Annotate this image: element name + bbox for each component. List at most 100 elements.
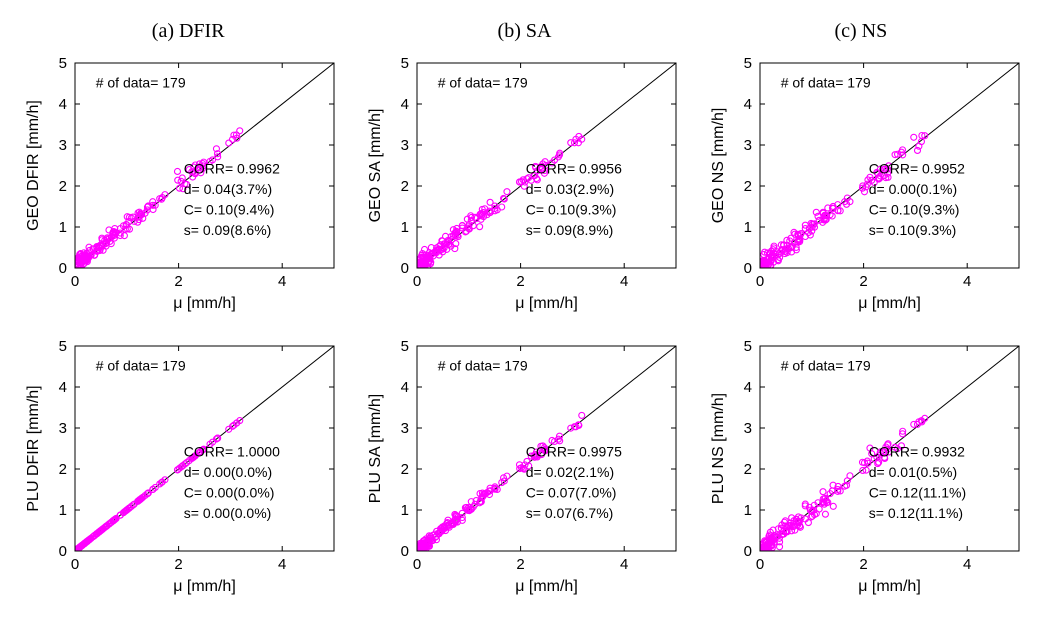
- panel-plu_sa: 024012345# of data= 179CORR= 0.9975d= 0.…: [362, 336, 686, 601]
- svg-text:3: 3: [401, 420, 409, 437]
- svg-text:0: 0: [71, 556, 79, 573]
- y-axis-label: PLU SA [mm/h]: [367, 394, 384, 503]
- svg-text:CORR= 0.9952: CORR= 0.9952: [868, 161, 964, 177]
- ndata-label: # of data= 179: [438, 75, 528, 91]
- svg-text:0: 0: [59, 543, 67, 560]
- svg-text:C= 0.12(11.1%): C= 0.12(11.1%): [868, 485, 965, 501]
- x-axis-label: μ [mm/h]: [516, 578, 579, 595]
- svg-text:C= 0.10(9.3%): C= 0.10(9.3%): [526, 202, 617, 218]
- svg-text:d= 0.04(3.7%): d= 0.04(3.7%): [184, 181, 272, 197]
- figure-root: (a) DFIR (b) SA (c) NS 0 2 4 0 1 2 3 4 5 # of dat…: [20, 20, 1029, 601]
- svg-text:CORR= 0.9975: CORR= 0.9975: [526, 444, 622, 460]
- panel-grid: 0 2 4 0 1 2 3 4 5 # of data= 179 CORR= 0.9962 d= 0.…: [20, 53, 1029, 601]
- svg-text:CORR= 1.0000: CORR= 1.0000: [184, 444, 280, 460]
- svg-text:4: 4: [59, 379, 67, 396]
- svg-text:CORR= 0.9962: CORR= 0.9962: [184, 161, 280, 177]
- x-axis-label: μ [mm/h]: [173, 295, 236, 312]
- svg-text:d= 0.00(0.0%): d= 0.00(0.0%): [184, 464, 272, 480]
- panel-svg: 024012345# of data= 179CORR= 1.0000d= 0.…: [20, 336, 344, 601]
- svg-text:0: 0: [755, 556, 763, 573]
- svg-text:0: 0: [743, 543, 751, 560]
- x-axis-label: μ [mm/h]: [173, 578, 236, 595]
- svg-text:d= 0.01(0.5%): d= 0.01(0.5%): [868, 464, 956, 480]
- svg-text:1: 1: [743, 502, 751, 519]
- column-titles-row: (a) DFIR (b) SA (c) NS: [20, 20, 1029, 43]
- panel-svg: 024012345# of data= 179CORR= 0.9962d= 0.…: [20, 53, 344, 318]
- svg-text:s= 0.09(8.9%): s= 0.09(8.9%): [526, 222, 614, 238]
- panel-geo_sa: 024012345# of data= 179CORR= 0.9956d= 0.…: [362, 53, 686, 318]
- svg-text:2: 2: [517, 556, 525, 573]
- panel-plu_ns: 024012345# of data= 179CORR= 0.9932d= 0.…: [705, 336, 1029, 601]
- svg-text:C= 0.10(9.4%): C= 0.10(9.4%): [184, 202, 275, 218]
- svg-text:5: 5: [401, 55, 409, 72]
- svg-text:CORR= 0.9956: CORR= 0.9956: [526, 161, 622, 177]
- svg-text:5: 5: [743, 55, 751, 72]
- svg-text:1: 1: [401, 219, 409, 236]
- svg-text:1: 1: [743, 219, 751, 236]
- y-axis-label: GEO SA [mm/h]: [367, 109, 384, 223]
- svg-text:5: 5: [743, 338, 751, 355]
- svg-text:5: 5: [59, 338, 67, 355]
- svg-text:3: 3: [59, 420, 67, 437]
- svg-text:2: 2: [401, 178, 409, 195]
- svg-text:4: 4: [963, 273, 971, 290]
- svg-text:CORR= 0.9932: CORR= 0.9932: [868, 444, 964, 460]
- svg-text:d= 0.02(2.1%): d= 0.02(2.1%): [526, 464, 614, 480]
- ndata-label: # of data= 179: [96, 75, 186, 91]
- svg-text:3: 3: [743, 420, 751, 437]
- svg-text:d= 0.03(2.9%): d= 0.03(2.9%): [526, 181, 614, 197]
- ndata-label: # of data= 179: [780, 358, 870, 374]
- svg-text:2: 2: [743, 461, 751, 478]
- svg-text:0: 0: [59, 260, 67, 277]
- svg-text:2: 2: [59, 178, 67, 195]
- svg-text:5: 5: [401, 338, 409, 355]
- svg-text:0: 0: [743, 260, 751, 277]
- svg-text:1: 1: [59, 219, 67, 236]
- svg-text:C= 0.10(9.3%): C= 0.10(9.3%): [868, 202, 959, 218]
- svg-text:C= 0.07(7.0%): C= 0.07(7.0%): [526, 485, 617, 501]
- panel-svg: 024012345# of data= 179CORR= 0.9932d= 0.…: [705, 336, 1029, 601]
- svg-text:4: 4: [278, 273, 286, 290]
- x-axis-label: μ [mm/h]: [858, 295, 921, 312]
- y-axis-label: GEO DFIR [mm/h]: [25, 100, 42, 231]
- svg-text:s= 0.09(8.6%): s= 0.09(8.6%): [184, 222, 272, 238]
- svg-text:d= 0.00(0.1%): d= 0.00(0.1%): [868, 181, 956, 197]
- svg-text:4: 4: [743, 96, 751, 113]
- svg-text:1: 1: [59, 502, 67, 519]
- svg-text:4: 4: [620, 273, 628, 290]
- svg-text:0: 0: [71, 273, 79, 290]
- col-title-b: (b) SA: [356, 20, 692, 43]
- svg-text:4: 4: [278, 556, 286, 573]
- svg-text:3: 3: [401, 137, 409, 154]
- svg-text:3: 3: [59, 137, 67, 154]
- panel-plu_dfir: 024012345# of data= 179CORR= 1.0000d= 0.…: [20, 336, 344, 601]
- ndata-label: # of data= 179: [780, 75, 870, 91]
- svg-text:s= 0.07(6.7%): s= 0.07(6.7%): [526, 505, 614, 521]
- svg-text:0: 0: [413, 273, 421, 290]
- y-axis-label: PLU DFIR [mm/h]: [25, 385, 42, 511]
- svg-text:4: 4: [401, 379, 409, 396]
- y-axis-label: GEO NS [mm/h]: [710, 108, 727, 224]
- x-axis-label: μ [mm/h]: [516, 295, 579, 312]
- col-title-c: (c) NS: [693, 20, 1029, 43]
- y-axis-label: PLU NS [mm/h]: [710, 393, 727, 504]
- col-title-a: (a) DFIR: [20, 20, 356, 43]
- svg-text:4: 4: [401, 96, 409, 113]
- svg-text:4: 4: [620, 556, 628, 573]
- panel-svg: 024012345# of data= 179CORR= 0.9952d= 0.…: [705, 53, 1029, 318]
- panel-geo_ns: 024012345# of data= 179CORR= 0.9952d= 0.…: [705, 53, 1029, 318]
- x-axis-label: μ [mm/h]: [858, 578, 921, 595]
- svg-text:2: 2: [743, 178, 751, 195]
- svg-text:2: 2: [859, 273, 867, 290]
- svg-text:5: 5: [59, 55, 67, 72]
- ndata-label: # of data= 179: [96, 358, 186, 374]
- svg-text:1: 1: [401, 502, 409, 519]
- svg-text:s= 0.12(11.1%): s= 0.12(11.1%): [868, 505, 962, 521]
- svg-text:2: 2: [401, 461, 409, 478]
- panel-svg: 024012345# of data= 179CORR= 0.9975d= 0.…: [362, 336, 686, 601]
- svg-text:0: 0: [401, 260, 409, 277]
- svg-text:0: 0: [755, 273, 763, 290]
- svg-text:2: 2: [59, 461, 67, 478]
- svg-text:2: 2: [859, 556, 867, 573]
- svg-text:s= 0.10(9.3%): s= 0.10(9.3%): [868, 222, 956, 238]
